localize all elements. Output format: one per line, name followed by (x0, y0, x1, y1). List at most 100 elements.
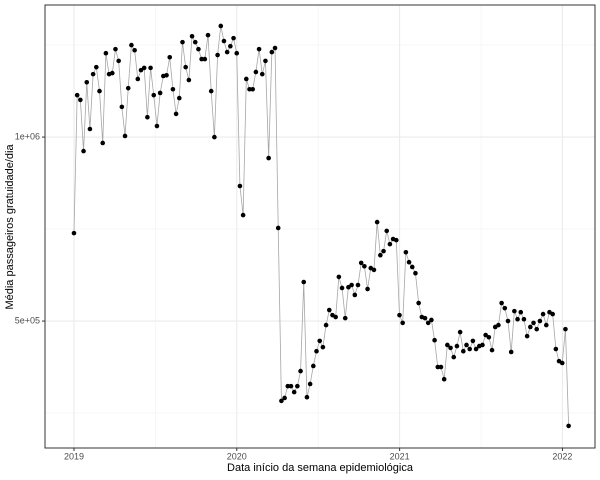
point (186, 77, 192, 83)
point (212, 134, 217, 140)
point (422, 315, 428, 321)
point (202, 56, 208, 62)
point (365, 286, 370, 292)
point (240, 212, 246, 218)
point (157, 90, 163, 96)
y-tick-label: 5e+05 (15, 315, 40, 325)
point (259, 71, 265, 77)
axes: 2019 2020 2021 2022 5e+05 1e+06 (15, 131, 573, 461)
point (425, 320, 431, 326)
point (358, 260, 364, 266)
point (167, 54, 173, 60)
point (266, 155, 271, 161)
point (486, 334, 492, 340)
point (406, 259, 412, 265)
point (531, 320, 536, 326)
point (119, 104, 125, 110)
y-tick-label: 1e+06 (15, 131, 40, 141)
point (100, 140, 106, 146)
point (263, 58, 268, 64)
point (272, 45, 278, 51)
point (237, 183, 243, 189)
point (454, 343, 460, 349)
point (269, 49, 275, 55)
point (512, 308, 517, 314)
point (317, 338, 323, 344)
point (566, 423, 571, 429)
point (339, 285, 345, 291)
point (400, 320, 405, 326)
point (170, 86, 176, 92)
y-axis-title: Média passageiros gratuidade/dia (4, 144, 16, 310)
point (224, 49, 230, 55)
point (282, 395, 287, 401)
panel-border (44, 4, 596, 449)
point (438, 364, 444, 370)
point (301, 279, 307, 285)
point (432, 337, 437, 343)
point (336, 274, 342, 280)
point (467, 346, 472, 352)
point (480, 342, 485, 348)
point (256, 46, 262, 52)
point (288, 383, 294, 389)
point (429, 317, 434, 323)
point (205, 32, 211, 38)
point (145, 114, 150, 120)
point (505, 318, 511, 324)
point (122, 133, 128, 139)
point (183, 64, 188, 70)
point (403, 249, 409, 255)
point (71, 230, 77, 236)
x-tick-label: 2022 (552, 451, 572, 461)
point (279, 398, 284, 404)
point (457, 329, 463, 335)
point (435, 364, 441, 370)
point (499, 300, 504, 306)
point (553, 346, 559, 352)
x-tick-label: 2020 (227, 451, 247, 461)
point (97, 88, 102, 94)
x-axis-title: Data início da semana epidemiológica (227, 462, 414, 474)
point (285, 383, 291, 389)
point (221, 38, 227, 44)
point (502, 305, 508, 311)
point (355, 282, 361, 288)
point (113, 46, 118, 52)
point (524, 333, 530, 339)
point (74, 92, 80, 98)
point (231, 35, 236, 41)
marks (71, 23, 571, 429)
point (470, 338, 476, 344)
point (543, 322, 549, 328)
point (307, 381, 313, 387)
point (94, 64, 99, 70)
point (333, 314, 338, 320)
point (129, 42, 134, 48)
x-tick-label: 2021 (390, 451, 410, 461)
point (291, 389, 297, 395)
point (534, 326, 540, 332)
point (320, 344, 326, 350)
point (304, 394, 310, 400)
point (90, 71, 96, 77)
point (148, 65, 153, 71)
point (176, 95, 182, 101)
point (441, 376, 447, 382)
point (275, 225, 281, 231)
point (234, 50, 240, 56)
point (173, 111, 179, 117)
point (250, 86, 255, 92)
point (215, 52, 220, 58)
point (540, 311, 546, 317)
point (192, 39, 198, 45)
point (164, 72, 169, 78)
point (132, 47, 137, 53)
point (314, 348, 319, 354)
point (311, 363, 316, 369)
point (464, 342, 469, 348)
x-tick-label: 2019 (64, 451, 84, 461)
point (413, 270, 418, 276)
point (116, 58, 121, 64)
